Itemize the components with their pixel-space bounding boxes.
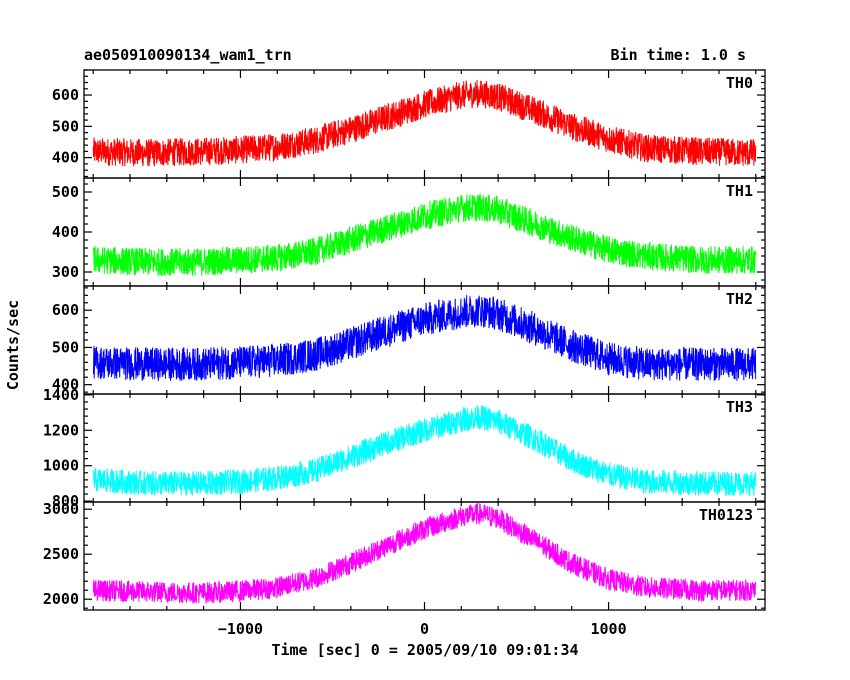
panel-label: TH0123 bbox=[699, 506, 753, 524]
panel-label: TH2 bbox=[726, 290, 753, 308]
y-tick-label: 600 bbox=[52, 86, 79, 104]
y-tick-label: 600 bbox=[52, 301, 79, 319]
y-tick-label: 1000 bbox=[43, 457, 79, 475]
y-tick-label: 3000 bbox=[43, 500, 79, 518]
y-tick-label: 800 bbox=[52, 492, 79, 510]
bin-time-label: Bin time: 1.0 s bbox=[611, 46, 746, 64]
x-tick-label: −1000 bbox=[218, 620, 263, 638]
y-tick-label: 400 bbox=[52, 223, 79, 241]
y-tick-label: 1400 bbox=[43, 386, 79, 404]
y-tick-label: 500 bbox=[52, 183, 79, 201]
series-th0123-line bbox=[92, 502, 757, 604]
y-tick-label: 1200 bbox=[43, 421, 79, 439]
panel-th2: 400 500 600 TH2 bbox=[52, 285, 766, 395]
chart-title: ae050910090134_wam1_trn bbox=[84, 46, 292, 64]
series-th2-line bbox=[92, 295, 757, 382]
panels: 400 500 600 TH0 300 400 500 TH1 400 500 600 TH2 800 1… bbox=[43, 69, 766, 638]
panel-th1: 300 400 500 TH1 bbox=[52, 177, 766, 287]
series-th3-line bbox=[92, 405, 757, 496]
series-th0-line bbox=[92, 79, 757, 167]
panel-th0: 400 500 600 TH0 bbox=[52, 69, 766, 179]
panel-th3: 800 1000 1200 1400 TH3 bbox=[43, 386, 766, 510]
x-tick-label: 1000 bbox=[590, 620, 626, 638]
panel-th0123: 2000 2500 3000 TH0123 bbox=[43, 500, 766, 611]
y-tick-label: 500 bbox=[52, 338, 79, 356]
panel-label: TH0 bbox=[726, 74, 753, 92]
x-axis-label: Time [sec] 0 = 2005/09/10 09:01:34 bbox=[271, 641, 578, 659]
series-th1-line bbox=[92, 193, 757, 276]
panel-label: TH3 bbox=[726, 398, 753, 416]
y-axis-label: Counts/sec bbox=[4, 300, 22, 390]
y-tick-label: 500 bbox=[52, 117, 79, 135]
y-tick-label: 400 bbox=[52, 149, 79, 167]
y-tick-label: 2500 bbox=[43, 545, 79, 563]
y-tick-label: 400 bbox=[52, 376, 79, 394]
y-tick-label: 2000 bbox=[43, 590, 79, 608]
x-tick-label: 0 bbox=[420, 620, 429, 638]
y-tick-label: 300 bbox=[52, 263, 79, 281]
panel-label: TH1 bbox=[726, 182, 753, 200]
